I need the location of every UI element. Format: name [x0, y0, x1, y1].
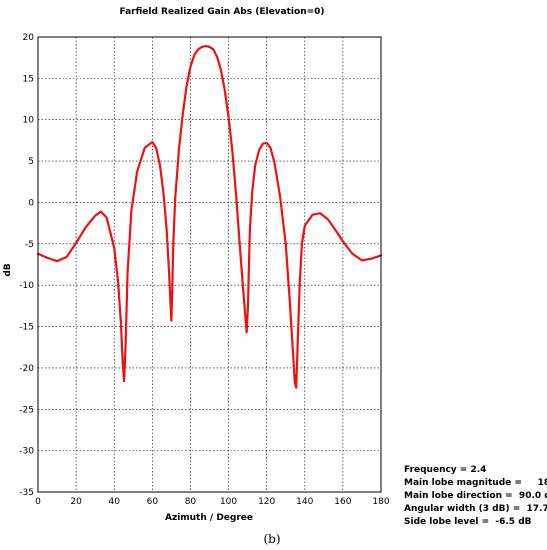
x-tick-label: 80 — [185, 497, 197, 507]
y-tick-label: -25 — [19, 405, 34, 415]
y-tick-label: 10 — [23, 116, 35, 126]
x-tick-label: 100 — [220, 497, 237, 507]
y-tick-label: -5 — [25, 240, 34, 250]
y-tick-label: -20 — [19, 364, 34, 374]
chart-title: Farfield Realized Gain Abs (Elevation=0) — [119, 7, 324, 17]
y-tick-label: 5 — [28, 157, 34, 167]
y-tick-label: -15 — [19, 323, 34, 333]
plot-frame — [37, 36, 382, 493]
x-tick-label: 0 — [35, 497, 41, 507]
y-tick-label: 20 — [23, 33, 35, 43]
y-tick-label: -30 — [19, 447, 34, 457]
figure-caption: (b) — [263, 532, 280, 546]
info-side-lobe-level: Side lobe level = -6.5 dB — [404, 517, 532, 527]
info-main-lobe-direction: Main lobe direction = 90.0 deg. — [404, 491, 547, 501]
x-axis-title: Azimuth / Degree — [165, 513, 253, 523]
y-tick-label: -35 — [19, 488, 34, 498]
x-tick-label: 20 — [70, 497, 82, 507]
x-tick-label: 120 — [258, 497, 275, 507]
x-tick-label: 40 — [108, 497, 120, 507]
info-frequency: Frequency = 2.4 — [404, 465, 486, 475]
grid — [37, 36, 382, 493]
ticks: 0 20 40 60 80 100 120 140 160 180 20 15 10 5 0 -5 -10 -15… — [19, 33, 390, 507]
x-tick-label: 60 — [147, 497, 159, 507]
y-axis-title: dB — [3, 263, 13, 276]
y-tick-label: -10 — [19, 281, 34, 291]
x-tick-label: 160 — [334, 497, 351, 507]
y-tick-label: 0 — [28, 198, 34, 208]
x-tick-label: 140 — [296, 497, 313, 507]
info-box: Frequency = 2.4 Main lobe magnitude = 18… — [404, 465, 547, 527]
info-angular-width: Angular width (3 dB) = 17.7 deg. — [404, 504, 547, 514]
y-tick-label: 15 — [23, 74, 34, 84]
x-tick-label: 180 — [372, 497, 389, 507]
info-main-lobe-magnitude: Main lobe magnitude = 18.8 dB — [404, 478, 547, 488]
gain-curve — [36, 44, 383, 389]
series-layer — [36, 44, 383, 389]
